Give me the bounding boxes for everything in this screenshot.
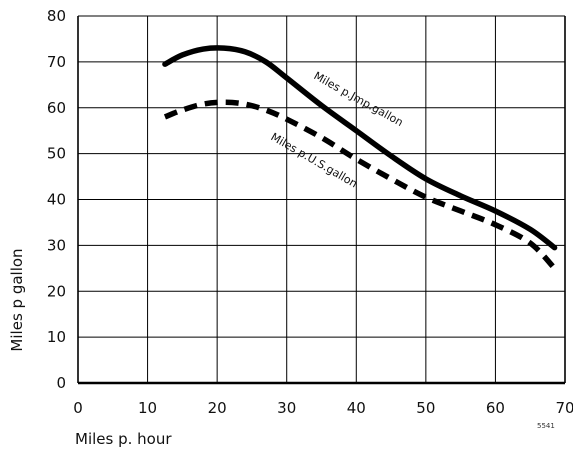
tick-labels: 0 10 20 30 40 50 60 70 0 10 20 30 40 50 60 70 80: [47, 7, 573, 417]
y-tick-label: 60: [47, 99, 66, 117]
y-tick-label: 0: [56, 374, 66, 392]
x-tick-label: 20: [208, 399, 227, 417]
x-tick-label: 10: [138, 399, 157, 417]
series-line-imp-gallon: [162, 45, 558, 251]
y-tick-label: 30: [47, 236, 66, 254]
y-tick-label: 70: [47, 53, 66, 71]
grid: [77, 15, 566, 385]
y-axis-label: Miles p gallon: [8, 248, 26, 351]
x-tick-label: 30: [277, 399, 296, 417]
y-tick-label: 80: [47, 7, 66, 25]
series-group: [162, 45, 558, 271]
series-line-us-gallon: [163, 99, 557, 271]
y-tick-label: 50: [47, 145, 66, 163]
x-tick-label: 70: [555, 399, 573, 417]
x-tick-label: 60: [486, 399, 505, 417]
x-tick-label: 40: [347, 399, 366, 417]
figure-code: 5541: [537, 422, 555, 430]
x-tick-label: 0: [73, 399, 83, 417]
x-tick-label: 50: [416, 399, 435, 417]
x-axis-label: Miles p. hour: [75, 430, 172, 448]
y-tick-label: 20: [47, 282, 66, 300]
y-tick-label: 40: [47, 191, 66, 209]
series-label-imp: Miles p.Jmp.gallon: [312, 69, 406, 129]
y-tick-label: 10: [47, 328, 66, 346]
series-label-us: Miles p.U.S.gallon: [269, 130, 360, 190]
